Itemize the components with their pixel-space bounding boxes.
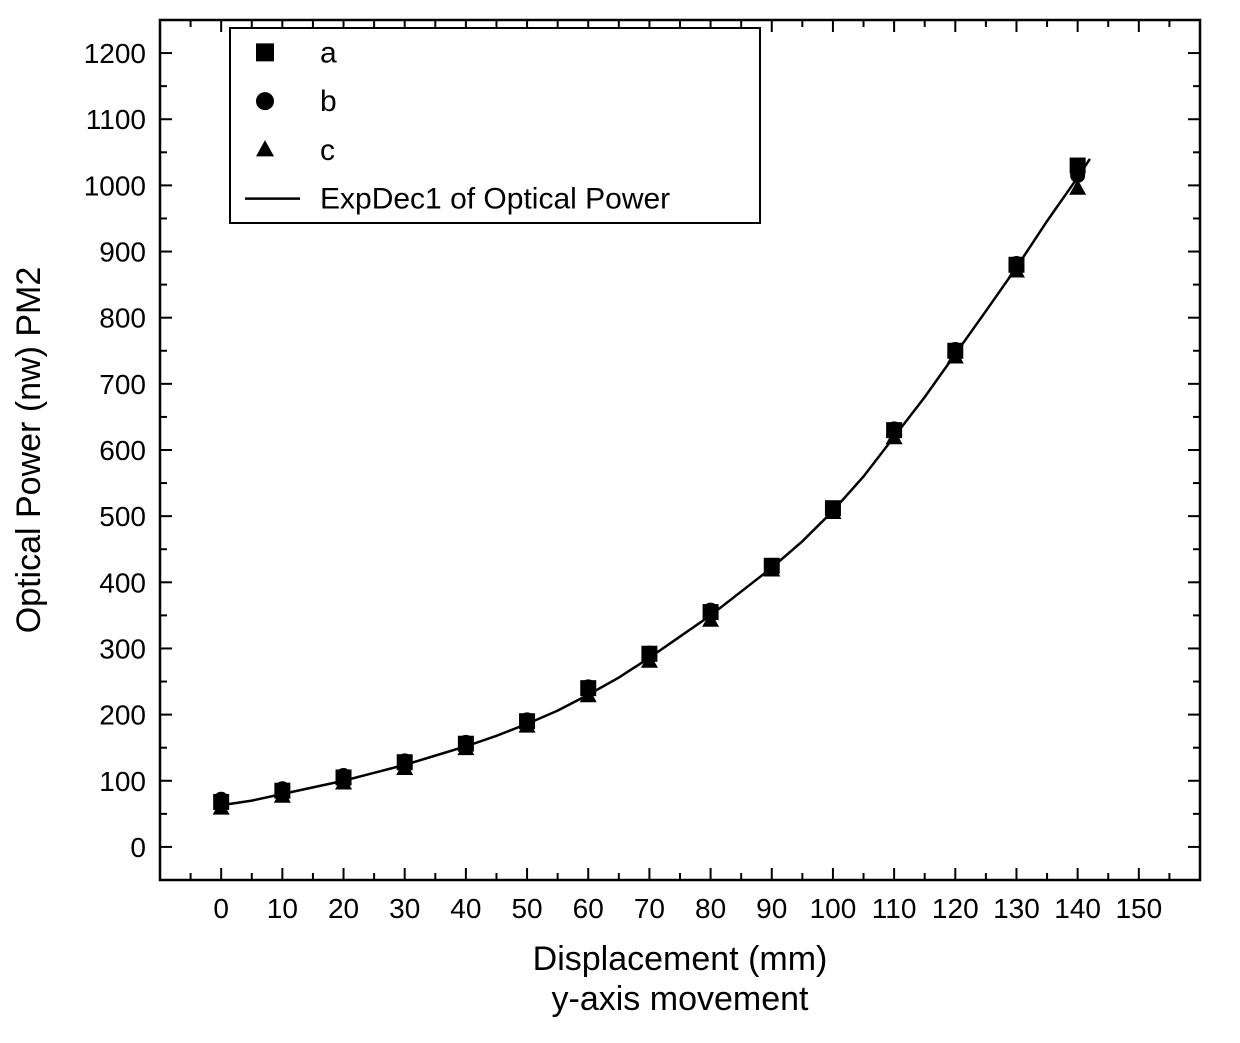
svg-text:120: 120 xyxy=(932,893,979,924)
svg-text:700: 700 xyxy=(99,369,146,400)
chart-container: 0 10 20 30 40 50 60 70 80 90 100 110 120 130 140 150 0 10… xyxy=(0,0,1240,1043)
svg-text:10: 10 xyxy=(267,893,298,924)
svg-text:50: 50 xyxy=(511,893,542,924)
svg-text:500: 500 xyxy=(99,501,146,532)
svg-text:800: 800 xyxy=(99,303,146,334)
svg-text:60: 60 xyxy=(573,893,604,924)
svg-text:400: 400 xyxy=(99,567,146,598)
svg-text:1100: 1100 xyxy=(86,104,146,135)
svg-text:600: 600 xyxy=(99,435,146,466)
svg-text:100: 100 xyxy=(99,766,146,797)
svg-text:1000: 1000 xyxy=(84,170,146,201)
svg-text:20: 20 xyxy=(328,893,359,924)
svg-text:100: 100 xyxy=(810,893,857,924)
x-axis-label-line2: y-axis movement xyxy=(552,980,810,1018)
svg-text:30: 30 xyxy=(389,893,420,924)
svg-text:0: 0 xyxy=(130,832,146,863)
fit-curve xyxy=(221,159,1090,805)
svg-text:1200: 1200 xyxy=(84,38,146,69)
legend-label: b xyxy=(320,85,337,118)
svg-text:200: 200 xyxy=(99,700,146,731)
svg-text:80: 80 xyxy=(695,893,726,924)
x-axis-label-line1: Displacement (mm) xyxy=(533,940,828,978)
svg-text:130: 130 xyxy=(993,893,1040,924)
svg-text:90: 90 xyxy=(756,893,787,924)
svg-text:150: 150 xyxy=(1115,893,1162,924)
svg-text:40: 40 xyxy=(450,893,481,924)
svg-text:70: 70 xyxy=(634,893,665,924)
svg-text:300: 300 xyxy=(99,633,146,664)
legend-label: a xyxy=(320,36,337,69)
y-axis-label: Optical Power (nw) PM2 xyxy=(10,267,48,634)
svg-text:0: 0 xyxy=(213,893,229,924)
svg-text:140: 140 xyxy=(1054,893,1101,924)
legend-label: ExpDec1 of Optical Power xyxy=(320,183,670,216)
svg-text:110: 110 xyxy=(872,893,917,924)
scatter-chart: 0 10 20 30 40 50 60 70 80 90 100 110 120 130 140 150 0 10… xyxy=(0,0,1240,1043)
legend-label: c xyxy=(320,134,335,167)
svg-text:900: 900 xyxy=(99,237,146,268)
